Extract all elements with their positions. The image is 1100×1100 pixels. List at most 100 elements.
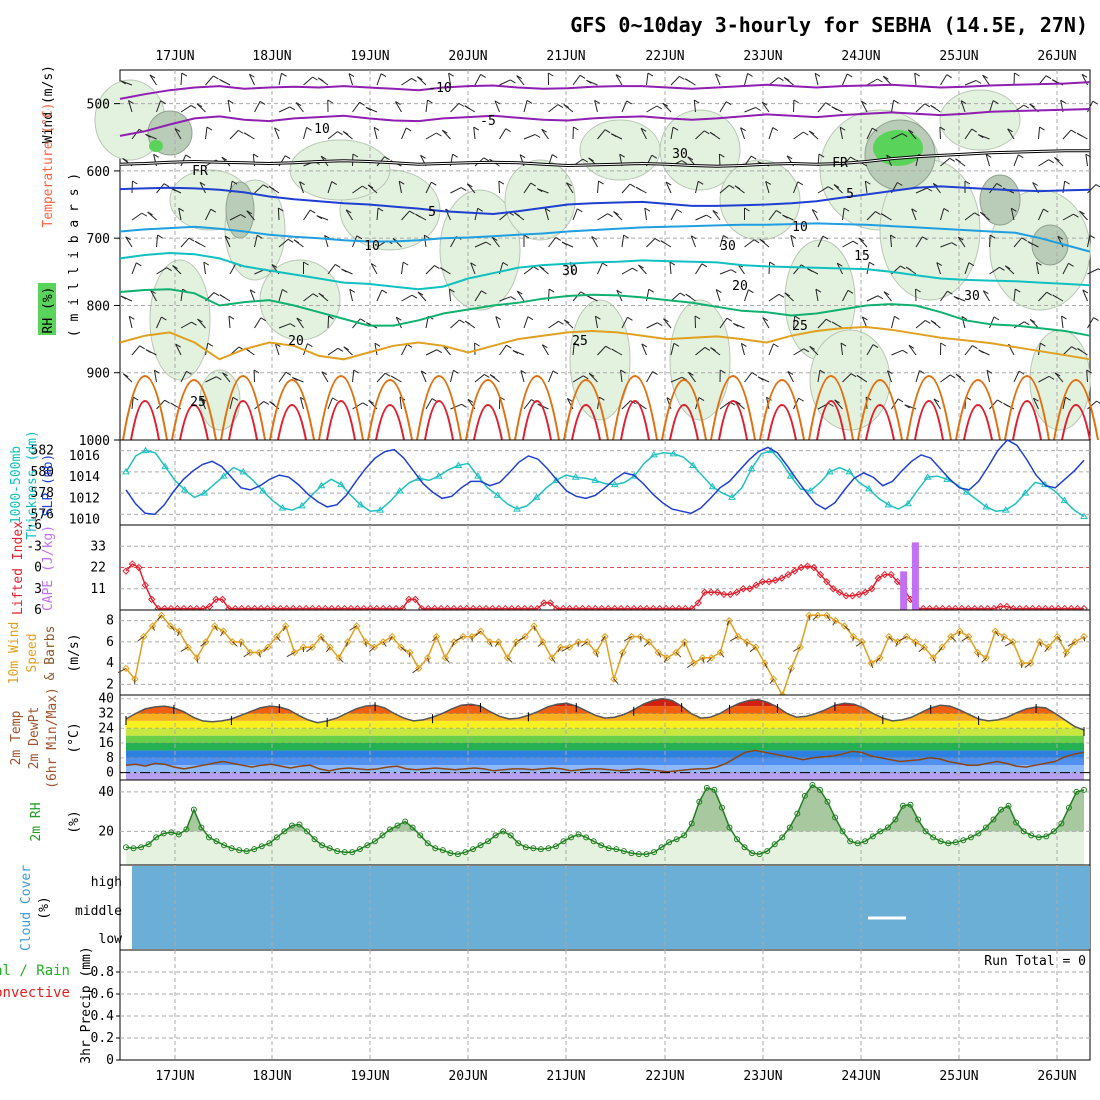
wind-barb (425, 398, 438, 410)
barb-shaft (495, 316, 500, 329)
barb-flag (480, 73, 486, 78)
barb-flag (558, 320, 564, 325)
wind10m-barb (489, 641, 493, 647)
barb-flag (368, 399, 374, 404)
wind-barb (597, 213, 613, 221)
cape-bar-0 (900, 571, 908, 610)
wind10m-speed-point (1009, 638, 1017, 646)
barb-shaft (936, 262, 941, 275)
wind-barb (292, 377, 304, 383)
barb-flag (1018, 154, 1024, 159)
lifted-index-point (996, 602, 1005, 611)
rh2m-point (552, 843, 559, 850)
wind-barb (1013, 288, 1021, 302)
thickness-tick-578: 578 (31, 486, 54, 501)
barb-shaft (222, 372, 231, 383)
temp-band (126, 720, 1084, 729)
barb-flag (828, 402, 834, 407)
barb-flag (797, 181, 804, 186)
barb-shaft (688, 371, 696, 383)
barb-flag (533, 266, 539, 271)
wind10m-speed-point (361, 638, 370, 646)
wind10m-barb (286, 652, 295, 658)
barb-flag (1054, 372, 1061, 377)
barb-shaft (891, 100, 895, 113)
barb-shaft (621, 317, 628, 329)
barb-shaft (523, 100, 528, 113)
wind-barb (205, 126, 213, 140)
wind10m-barb (657, 652, 662, 658)
barb-flag (605, 345, 611, 350)
rh2m-point (424, 840, 431, 847)
barb-shaft (303, 209, 311, 221)
barb-flag (1021, 237, 1027, 242)
barb-flag (748, 289, 754, 294)
wind10m-speed-point (148, 622, 157, 630)
wind-barb (882, 75, 892, 86)
barb-flag (318, 292, 325, 297)
barb-flag (971, 128, 977, 133)
wind-barb (303, 261, 309, 274)
wind-barb (613, 211, 623, 221)
wind10m-speed-point (805, 611, 813, 620)
wind-barb (915, 236, 928, 248)
barb-flag (716, 289, 722, 294)
wind-barb (718, 153, 725, 167)
wind-barb (491, 236, 500, 248)
barb-flag (652, 371, 658, 376)
barb-shaft (1038, 343, 1041, 356)
wind-barb (809, 345, 819, 356)
barb-shaft (376, 208, 379, 221)
wind-barb (964, 128, 977, 140)
wind-barb (1038, 375, 1055, 383)
wind-barb (817, 318, 832, 329)
wind-barb (374, 342, 381, 356)
wind10m-barb (137, 636, 145, 642)
wind-barb (246, 210, 255, 221)
barb-shaft (499, 128, 507, 140)
isotherm-30-arc (710, 375, 756, 441)
wind-barb (417, 76, 427, 86)
wind10m-speed-point (1027, 659, 1035, 667)
wind-barb (591, 236, 598, 248)
barb-flag (1085, 153, 1092, 158)
barb-flag (157, 234, 163, 239)
barb-flag (905, 266, 912, 271)
wind-barb (817, 235, 829, 248)
rh2m-point (153, 834, 160, 841)
isotherm-label-6: 10 (364, 239, 380, 254)
wind-barb (891, 133, 908, 140)
barb-shaft (638, 264, 647, 275)
wind-barb (610, 133, 623, 140)
barb-shaft (450, 103, 460, 113)
wind-barb (936, 262, 943, 275)
barb-shaft (227, 100, 231, 113)
wind-barb (817, 102, 831, 113)
wind10m-barb (898, 636, 907, 642)
isotherm-35-arc (130, 400, 160, 441)
wind-barb (131, 212, 148, 221)
lifted-index-point (540, 599, 548, 607)
barb-shaft (915, 236, 923, 248)
barb-flag (160, 100, 166, 105)
barb-shaft (621, 400, 631, 410)
wind-barb (341, 268, 353, 275)
barb-flag (594, 99, 600, 104)
lifted-index-point (720, 590, 728, 599)
wind-barb (940, 242, 957, 248)
wind-barb (768, 209, 782, 221)
rh2m-point (726, 824, 733, 831)
rh2m-point (356, 846, 363, 853)
wind-barb (390, 375, 402, 383)
isotherm-35-arc (375, 404, 405, 441)
isotherm-label-2: FR (192, 164, 208, 179)
wind-barb (719, 235, 729, 248)
barb-flag (440, 267, 446, 272)
barb-shaft (1057, 235, 1064, 248)
wind-barb (219, 294, 231, 302)
barb-flag (949, 374, 956, 379)
barb-flag (648, 288, 655, 293)
wind-barb (989, 234, 996, 248)
wind-barb (907, 129, 917, 140)
